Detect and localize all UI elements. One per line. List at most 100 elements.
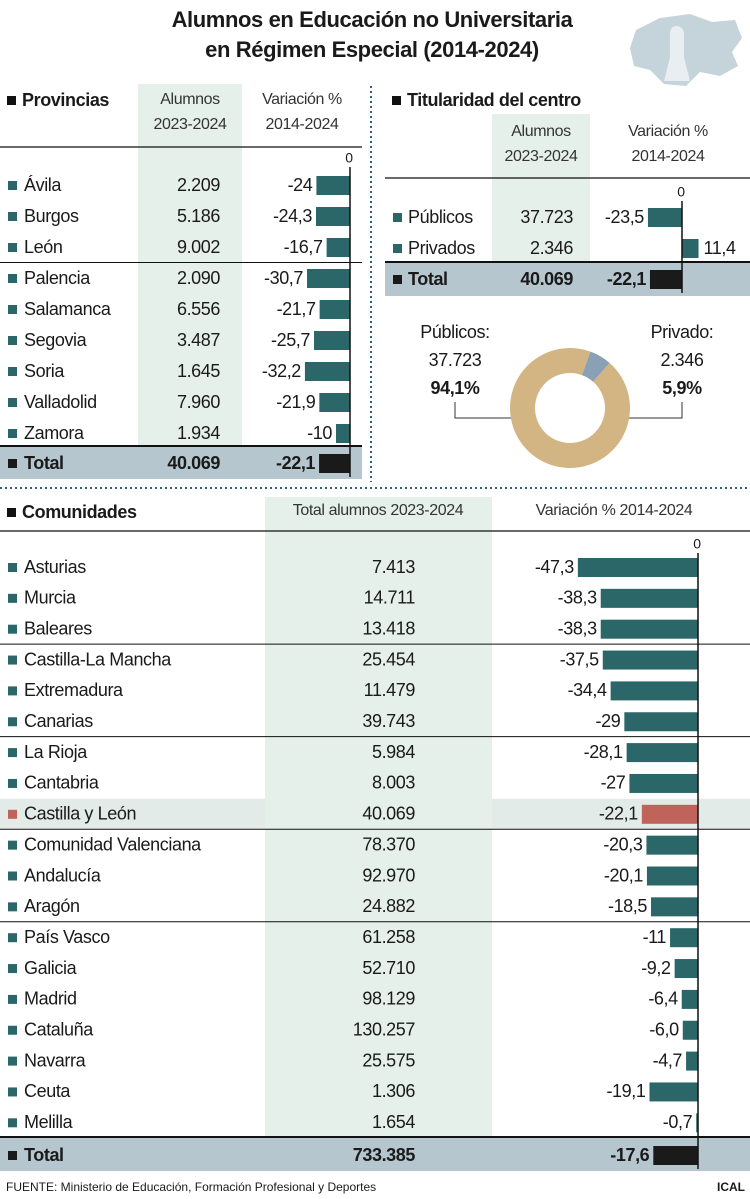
donut-slice xyxy=(510,348,631,469)
bar xyxy=(626,743,698,763)
bar xyxy=(682,1020,698,1040)
row-name: Andalucía xyxy=(24,865,102,885)
bar xyxy=(629,773,698,793)
row-alumnos: 40.069 xyxy=(520,269,573,289)
bar xyxy=(646,866,698,886)
row-alumnos: 2.090 xyxy=(177,268,220,288)
bar-label: -34,4 xyxy=(568,680,607,700)
bar-label: -11 xyxy=(643,927,667,947)
row-square xyxy=(8,243,17,252)
row-alumnos: 2.209 xyxy=(177,175,220,195)
row-name: Asturias xyxy=(24,557,86,577)
column-shade xyxy=(265,497,492,1137)
row-alumnos: 6.556 xyxy=(177,299,220,319)
bar-label: -27 xyxy=(601,773,626,793)
bar-label: -17,6 xyxy=(610,1145,649,1165)
row-name: Privados xyxy=(408,238,475,258)
column-shade xyxy=(492,114,590,262)
row-square xyxy=(8,717,17,727)
title: en Régimen Especial (2014-2024) xyxy=(205,37,539,62)
row-name: Cataluña xyxy=(24,1020,94,1040)
row-name: Soria xyxy=(24,361,65,381)
row-square xyxy=(393,275,402,284)
bar xyxy=(610,681,698,701)
row-name: Cantabria xyxy=(24,773,100,793)
row-square xyxy=(8,336,17,345)
bar-label: 11,4 xyxy=(704,238,736,258)
bar-label: -47,3 xyxy=(535,557,574,577)
bar-label: -28,1 xyxy=(584,742,623,762)
bar xyxy=(577,558,698,577)
bar-label: -25,7 xyxy=(271,330,310,350)
row-alumnos: 1.645 xyxy=(177,361,220,381)
row-name: Zamora xyxy=(24,423,85,443)
zero-tick-label: 0 xyxy=(693,536,701,552)
bar-label: -22,1 xyxy=(607,269,646,289)
row-square xyxy=(8,1056,17,1066)
bar-label: -32,2 xyxy=(262,361,301,381)
bar-label: -10 xyxy=(307,423,332,443)
bar-label: -22,1 xyxy=(276,453,315,473)
bar-label: -21,9 xyxy=(276,392,315,412)
bar-label: -37,5 xyxy=(560,649,599,669)
row-name: Castilla-La Mancha xyxy=(24,649,172,669)
row-square xyxy=(8,902,17,912)
bar xyxy=(600,619,698,639)
row-square xyxy=(8,871,17,881)
row-alumnos: 11.479 xyxy=(364,680,416,700)
row-name: Extremadura xyxy=(24,680,124,700)
column-header: 2023-2024 xyxy=(154,116,227,133)
row-square xyxy=(8,305,17,314)
row-name: Burgos xyxy=(24,206,79,226)
column-header: Alumnos xyxy=(160,91,220,108)
donut-percent: 5,9% xyxy=(662,378,702,398)
row-square xyxy=(8,274,17,283)
bar-label: -9,2 xyxy=(641,958,671,978)
row-square xyxy=(8,840,17,850)
row-alumnos: 40.069 xyxy=(362,804,415,824)
row-alumnos: 61.258 xyxy=(362,927,415,947)
row-alumnos: 92.970 xyxy=(362,865,415,885)
bar-label: -24,3 xyxy=(273,206,312,226)
column-header: Variación % 2014-2024 xyxy=(536,502,693,519)
row-name: Galicia xyxy=(24,958,78,978)
bar-label: -21,7 xyxy=(277,299,316,319)
bar-label: -19,1 xyxy=(606,1081,645,1101)
bar-label: -4,7 xyxy=(653,1050,683,1070)
row-square xyxy=(8,181,17,190)
row-name: Total xyxy=(24,1145,64,1165)
row-alumnos: 39.743 xyxy=(362,711,415,731)
bar-label: -24 xyxy=(288,175,313,195)
row-square xyxy=(8,624,17,634)
row-alumnos: 78.370 xyxy=(362,834,415,854)
bar-label: -38,3 xyxy=(558,588,597,608)
leader-line xyxy=(624,402,683,419)
bar xyxy=(319,393,350,412)
zero-tick-label: 0 xyxy=(677,184,685,200)
bar xyxy=(682,239,699,258)
row-square xyxy=(393,213,402,222)
column-header: Alumnos xyxy=(511,123,571,140)
row-square xyxy=(8,933,17,943)
row-square xyxy=(8,212,17,221)
row-name: Baleares xyxy=(24,618,92,638)
row-name: La Rioja xyxy=(24,742,88,762)
row-square xyxy=(8,429,17,438)
row-name: Ceuta xyxy=(24,1081,71,1101)
row-name: Melilla xyxy=(24,1112,74,1132)
bar-label: -20,3 xyxy=(603,834,642,854)
row-square xyxy=(8,748,17,758)
bar-label: -29 xyxy=(596,711,621,731)
row-name: Navarra xyxy=(24,1050,87,1070)
donut-name: Públicos: xyxy=(420,322,489,342)
heading-square xyxy=(392,96,401,105)
row-name: Murcia xyxy=(24,588,77,608)
title: Alumnos en Educación no Universitaria xyxy=(172,7,574,32)
row-alumnos: 733.385 xyxy=(353,1145,416,1165)
map-icon xyxy=(630,14,742,86)
column-shade xyxy=(138,84,242,446)
row-square xyxy=(8,1151,17,1160)
row-alumnos: 7.413 xyxy=(372,557,415,577)
donut-alumnos: 37.723 xyxy=(429,350,482,370)
bar xyxy=(653,1146,698,1165)
